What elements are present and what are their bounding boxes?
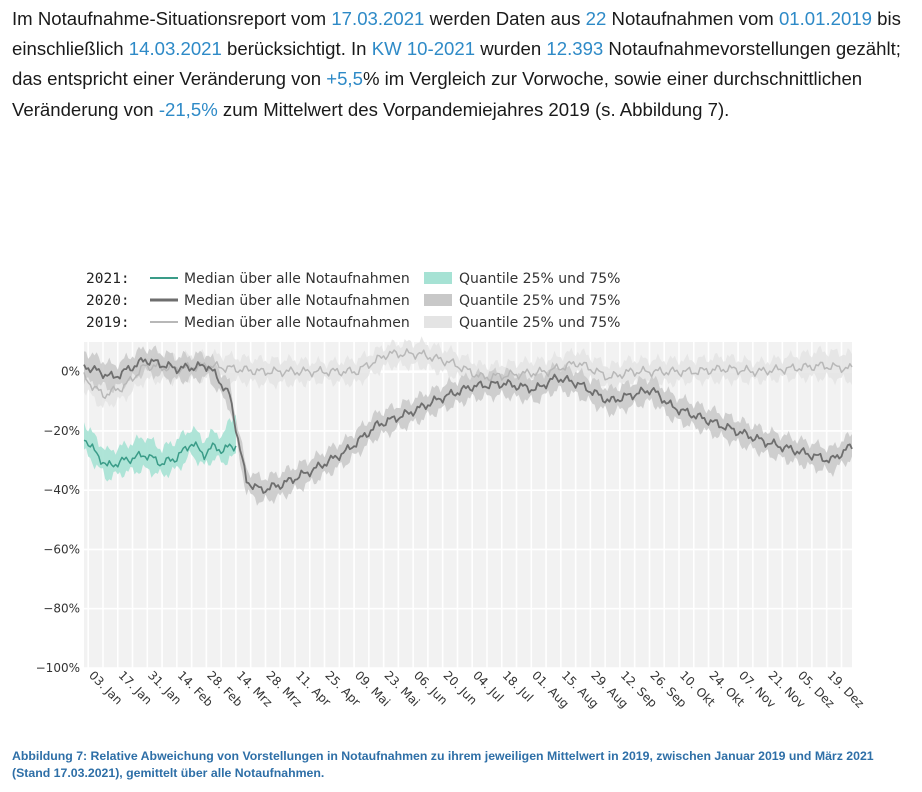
legend-year: 2020: [86, 293, 130, 309]
paragraph-text: werden Daten aus [424, 8, 586, 29]
figure-caption: Abbildung 7: Relative Abweichung von Vor… [12, 749, 874, 780]
start-date: 01.01.2019 [778, 8, 873, 29]
y-tick-label: −60% [43, 542, 80, 556]
week-change: +5,5 [326, 68, 363, 90]
median-line-2021 [83, 439, 237, 468]
y-axis-ticks: 0% −20% −40% −60% −80% −100% [36, 365, 80, 675]
y-tick-label: −80% [43, 602, 80, 616]
paragraph-text: Notaufnahmevorstellungen gezählt; das en… [12, 38, 901, 90]
change-vs-2019: -21,5% [158, 98, 218, 120]
paragraph-text: % im Vergleich zur Vorwoche, sowie einer… [12, 68, 863, 120]
median-line-2020 [83, 357, 853, 494]
legend-band-swatch [424, 294, 452, 306]
report-date: 17.03.2021 [331, 8, 425, 29]
legend-band-label: Quantile 25% und 75% [459, 315, 620, 331]
paragraph-text: Im Notaufnahme-Situationsreport vom [12, 8, 332, 29]
paragraph-text: zum Mittelwert des Vorpandemiejahres 201… [217, 98, 730, 120]
median-line-2019 [83, 348, 853, 400]
paragraph-text: bis einschließlich [12, 8, 901, 60]
report-paragraph: Im Notaufnahme-Situationsreport vom 17.0… [12, 4, 912, 125]
chart-legend: 2021: Median über alle Notaufnahmen Quanti… [86, 271, 620, 331]
quantile-bands [84, 336, 852, 506]
legend-median-label: Median über alle Notaufnahmen [184, 315, 410, 331]
deviation-chart: 2021: Median über alle Notaufnahmen Quanti… [36, 271, 867, 711]
vertical-gridlines [87, 342, 843, 668]
paragraph-text: Notaufnahmen vom [606, 8, 779, 29]
visit-count: 12.393 [546, 38, 604, 60]
legend-band-swatch [424, 272, 452, 284]
end-date: 14.03.2021 [128, 38, 222, 60]
y-tick-label: −20% [43, 424, 80, 438]
legend-median-label: Median über alle Notaufnahmen [184, 293, 410, 309]
legend-median-label: Median über alle Notaufnahmen [184, 271, 410, 287]
legend-band-label: Quantile 25% und 75% [459, 293, 620, 309]
x-tick-label: 18. Jul [500, 668, 536, 704]
y-tick-label: 0% [61, 365, 80, 379]
quantile-band-2020 [84, 345, 852, 506]
ed-count: 22 [585, 8, 607, 29]
calendar-week: KW 10-2021 [371, 38, 476, 60]
y-tick-label: −100% [36, 661, 80, 675]
legend-year: 2019: [86, 315, 130, 331]
legend-band-swatch [424, 316, 452, 328]
quantile-band-2021 [84, 415, 236, 482]
quantile-band-2019 [84, 336, 852, 409]
median-lines [83, 348, 853, 494]
legend-year: 2021: [86, 271, 130, 287]
paragraph-text: wurden [475, 38, 547, 60]
y-tick-label: −40% [43, 483, 80, 497]
paragraph-text: berücksichtigt. In [221, 38, 372, 60]
legend-band-label: Quantile 25% und 75% [459, 271, 620, 287]
